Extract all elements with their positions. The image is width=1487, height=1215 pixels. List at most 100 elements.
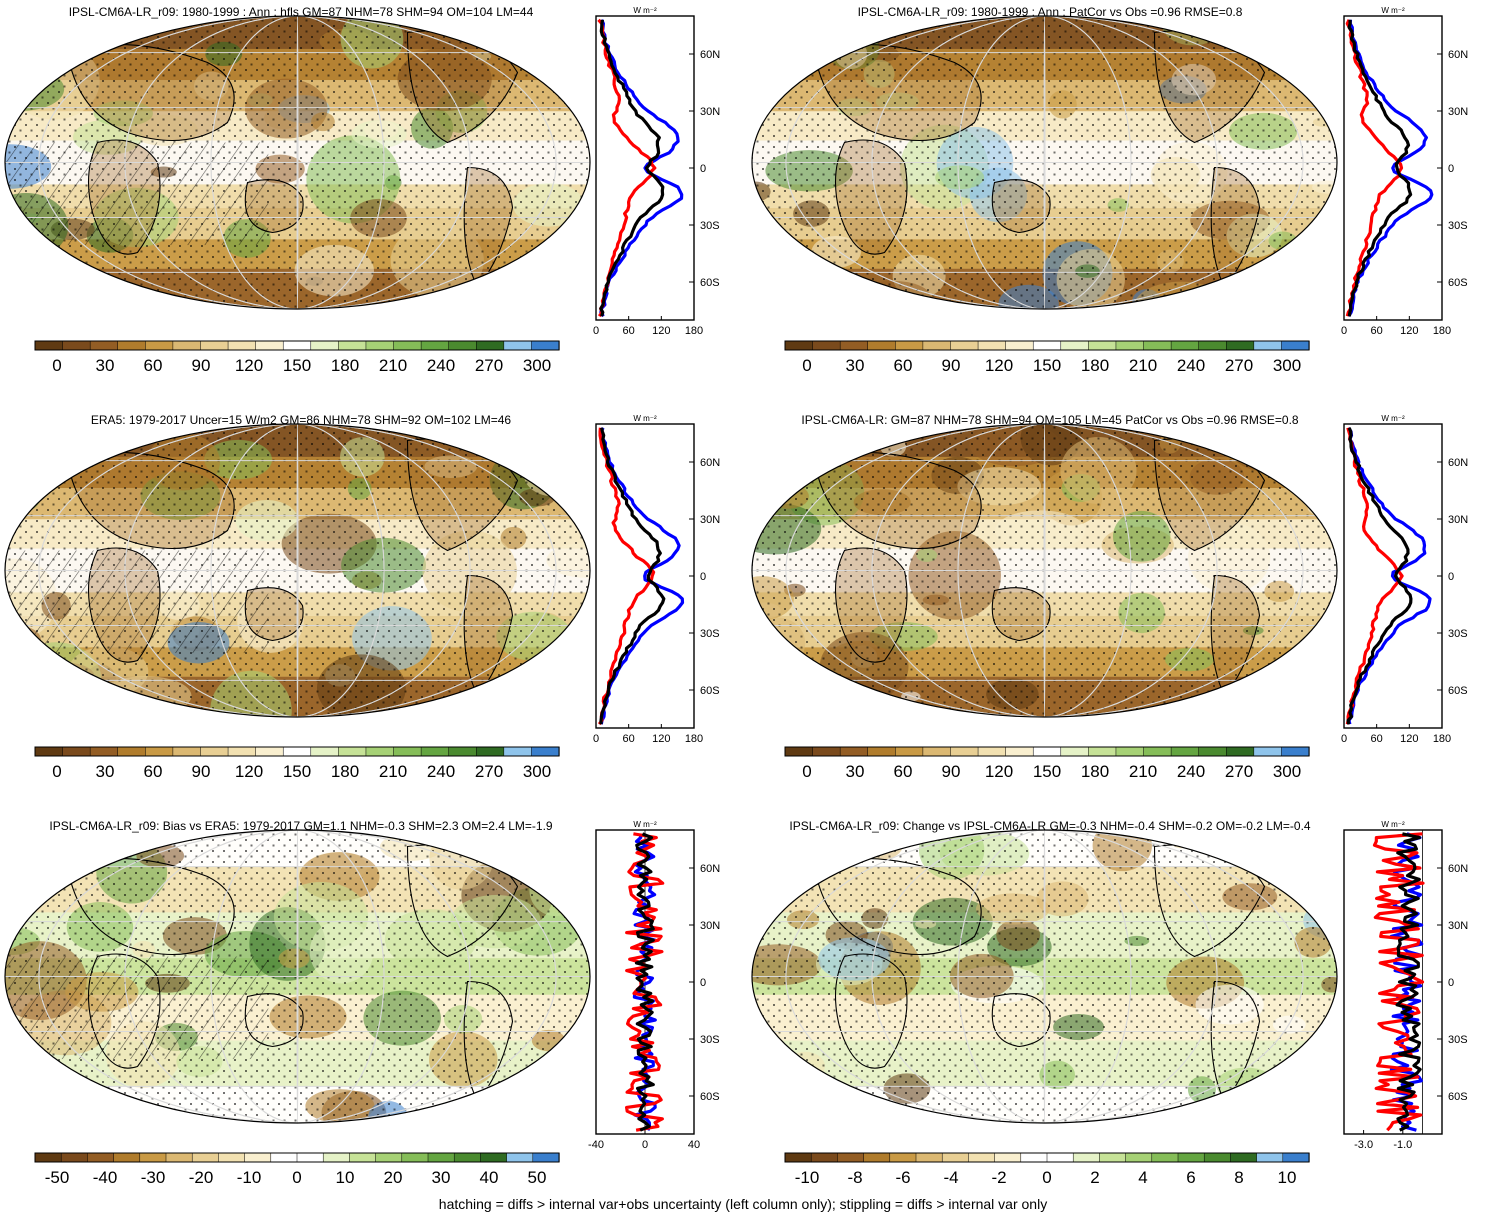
profile-ytick-label: 60S: [1448, 685, 1468, 697]
colorbar-swatch: [1032, 340, 1062, 351]
colorbar-tick-label: 270: [475, 356, 503, 375]
colorbar-tick-label: -8: [847, 1168, 862, 1187]
colorbar-swatch: [1253, 746, 1283, 757]
graticule-meridian: [1043, 424, 1046, 717]
profile-xtick-label: 0: [593, 733, 599, 745]
profile-ytick-label: 0: [700, 163, 706, 175]
map-blob: [547, 458, 590, 486]
colorbar-tick-label: 150: [283, 762, 311, 781]
colorbar-tick-label: 2: [1090, 1168, 1099, 1187]
colorbar-tick-label: 50: [528, 1168, 547, 1187]
colorbar-tick-label: -2: [991, 1168, 1006, 1187]
colorbar-swatch: [89, 340, 119, 351]
colorbar-swatch: [218, 1152, 246, 1163]
map-blob: [752, 439, 804, 488]
colorbar-swatch: [401, 1152, 429, 1163]
colorbar-swatch: [784, 340, 814, 351]
colorbar-tick-label: 270: [1225, 356, 1253, 375]
colorbar-tick-label: 8: [1234, 1168, 1243, 1187]
colorbar-swatch: [977, 340, 1007, 351]
colorbar-swatch: [349, 1152, 377, 1163]
colorbar-tick-label: 0: [802, 762, 811, 781]
colorbar-swatch: [448, 340, 477, 351]
profile-ytick-label: 30N: [700, 106, 720, 118]
colorbar-tick-label: 40: [480, 1168, 499, 1187]
colorbar-tick-label: 120: [985, 762, 1013, 781]
profile-ytick-label: 30S: [700, 220, 720, 232]
colorbar-swatch: [62, 746, 91, 757]
profile-ytick-label: 60N: [700, 863, 720, 875]
colorbar-tick-label: -6: [895, 1168, 910, 1187]
zonal-profile: W m⁻² 60N 30N 0 30S 60S 0 60 120 180: [1341, 6, 1468, 337]
colorbar-swatch: [117, 746, 146, 757]
colorbar-swatch: [1072, 1152, 1101, 1163]
colorbar-tick-label: 90: [192, 762, 211, 781]
colorbar-swatch: [322, 1152, 351, 1163]
map-border: [751, 829, 1338, 1124]
colorbar: -50 -40 -30 -20 -10 0 10 20 30 40 50: [34, 1152, 560, 1187]
profile-ytick-label: 30S: [1448, 1034, 1468, 1046]
colorbar-swatch: [812, 340, 841, 351]
colorbar-tick-label: 30: [432, 1168, 451, 1187]
map-blob: [23, 259, 68, 283]
profile-ytick-label: 60S: [1448, 277, 1468, 289]
profile-ytick-label: 60N: [700, 49, 720, 61]
zonal-profile: W m⁻² 60N 30N 0 30S 60S 0 60 120 180: [593, 6, 720, 337]
graticule-meridian: [871, 830, 1218, 1123]
colorbar-tick-label: 30: [96, 762, 115, 781]
colorbar-swatch: [1281, 746, 1310, 757]
colorbar-tick-label: 150: [1033, 762, 1061, 781]
colorbar-tick-label: 240: [1177, 356, 1205, 375]
profile-units: W m⁻²: [633, 6, 657, 15]
colorbar-swatch: [950, 746, 979, 757]
colorbar-swatch: [1060, 340, 1090, 351]
colorbar-tick-label: 30: [846, 356, 865, 375]
colorbar-frame: [784, 1152, 1310, 1163]
colorbar-swatch: [191, 1152, 220, 1163]
panel-title: ERA5: 1979-2017 Uncer=15 W/m2 GM=86 NHM=…: [91, 413, 512, 427]
colorbar-swatch: [1177, 1152, 1205, 1163]
colorbar-swatch: [506, 1152, 534, 1163]
colorbar-tick-label: -10: [795, 1168, 820, 1187]
colorbar-swatch: [1115, 746, 1145, 757]
graticule-meridian: [785, 16, 1304, 309]
colorbar-swatch: [89, 746, 119, 757]
colorbar-swatch: [837, 1152, 865, 1163]
map-border: [751, 423, 1338, 718]
map-blob: [752, 830, 784, 865]
colorbar-tick-label: 180: [1081, 356, 1109, 375]
colorbar-swatch: [165, 1152, 193, 1163]
map-field: [5, 16, 590, 309]
colorbar-swatch: [1282, 1152, 1310, 1163]
colorbar-swatch: [338, 340, 367, 351]
profile-ytick-label: 0: [1448, 977, 1454, 989]
panel-6: IPSL-CM6A-LR_r09: Change vs IPSL-CM6A-LR…: [751, 819, 1468, 1187]
map-field: [5, 830, 590, 1123]
map-blob: [815, 1098, 873, 1123]
colorbar-tick-label: 30: [96, 356, 115, 375]
colorbar-tick-label: 240: [427, 356, 455, 375]
graticule-meridian: [38, 830, 557, 1123]
graticule-meridian: [210, 16, 385, 309]
colorbar-tick-label: 210: [379, 356, 407, 375]
graticule-meridian: [296, 16, 299, 309]
graticule-meridian: [871, 424, 1218, 717]
map-blob: [523, 645, 590, 717]
colorbar-swatch: [1170, 746, 1200, 757]
colorbar-swatch: [310, 340, 340, 351]
colorbar-tick-label: 60: [144, 356, 163, 375]
colorbar-swatch: [968, 1152, 996, 1163]
colorbar-tick-label: 10: [336, 1168, 355, 1187]
colorbar-tick-label: 0: [52, 356, 61, 375]
profile-ytick-label: 30S: [1448, 628, 1468, 640]
colorbar-tick-label: 210: [1129, 762, 1157, 781]
profile-xtick-label: 0: [642, 1139, 648, 1151]
colorbar-swatch: [255, 746, 284, 757]
profile-xtick-label: 180: [685, 733, 703, 745]
profile-line-red: [1345, 19, 1404, 317]
colorbar-tick-label: 60: [894, 762, 913, 781]
colorbar-swatch: [480, 1152, 508, 1163]
profile-ytick-label: 30S: [1448, 220, 1468, 232]
map-blob: [757, 260, 806, 305]
profile-ytick-label: 0: [700, 977, 706, 989]
